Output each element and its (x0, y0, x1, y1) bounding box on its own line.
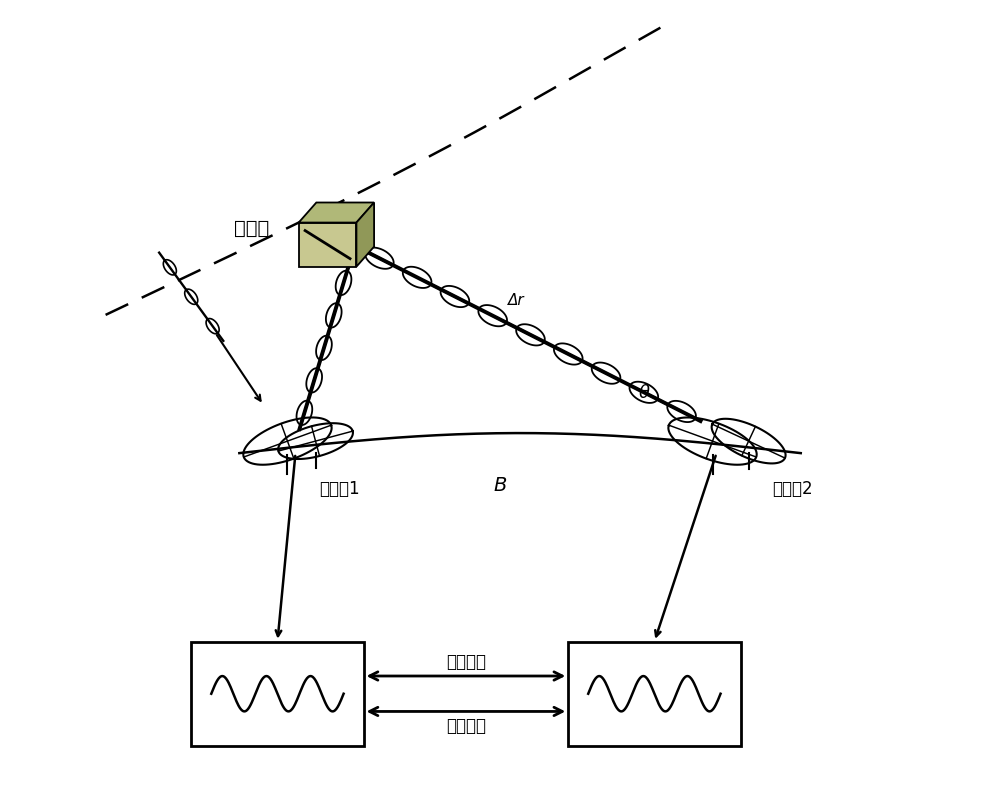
FancyBboxPatch shape (191, 642, 364, 746)
Text: 地面站1: 地面站1 (319, 480, 360, 498)
Text: 装置时延: 装置时延 (446, 653, 486, 670)
Text: 相关处理: 相关处理 (446, 717, 486, 735)
Text: Δr: Δr (508, 294, 524, 309)
Text: θ: θ (639, 384, 650, 402)
Text: B: B (493, 476, 507, 495)
FancyBboxPatch shape (568, 642, 741, 746)
Text: 环绕器: 环绕器 (234, 219, 269, 238)
Polygon shape (299, 222, 356, 266)
Polygon shape (299, 203, 374, 222)
Polygon shape (356, 203, 374, 266)
Text: 地面站2: 地面站2 (772, 480, 813, 498)
